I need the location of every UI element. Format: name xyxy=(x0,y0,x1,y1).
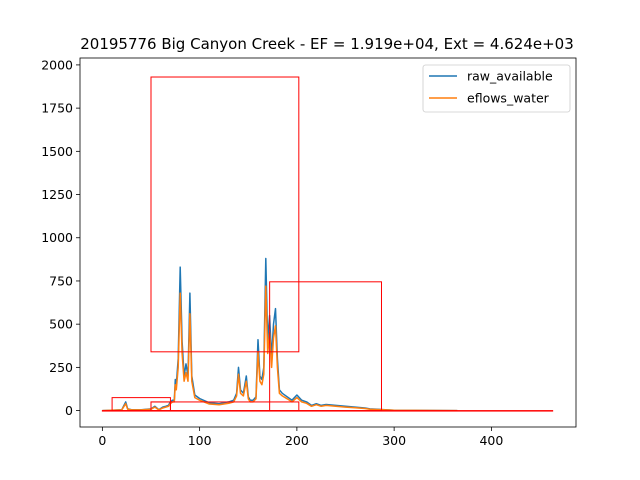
annotation-rect-1 xyxy=(150,76,300,353)
x-tick-label: 400 xyxy=(479,433,503,448)
legend: raw_available eflows_water xyxy=(422,64,571,113)
y-tick-label: 750 xyxy=(49,273,73,288)
y-tick-label: 1750 xyxy=(41,101,73,116)
axes-frame xyxy=(79,57,577,428)
plot-area xyxy=(101,76,554,412)
y-tick-label: 250 xyxy=(49,360,73,375)
x-tick-label: 100 xyxy=(188,433,212,448)
y-tick-label: 1000 xyxy=(41,230,73,245)
x-tick-label: 0 xyxy=(98,433,106,448)
series-line-raw_available xyxy=(102,257,458,412)
legend-box xyxy=(422,64,571,113)
y-tick-label: 2000 xyxy=(41,57,73,72)
series-line-eflows_water xyxy=(102,285,458,412)
x-tick-label: 200 xyxy=(285,433,309,448)
axes: 0 100 200 300 400 0 250 500 750 1000 1250 1500 1750 2… xyxy=(41,57,577,448)
y-tick-label: 1500 xyxy=(41,144,73,159)
y-tick-label: 500 xyxy=(49,317,73,332)
annotation-rect-6 xyxy=(101,410,554,412)
y-tick-label: 0 xyxy=(65,403,73,418)
legend-label-eflows_water: eflows_water xyxy=(467,91,550,106)
legend-label-raw_available: raw_available xyxy=(467,69,553,84)
chart-title: 20195776 Big Canyon Creek - EF = 1.919e+… xyxy=(80,35,574,53)
y-tick-label: 1250 xyxy=(41,187,73,202)
annotation-rect-2 xyxy=(269,281,382,412)
x-tick-label: 300 xyxy=(382,433,406,448)
